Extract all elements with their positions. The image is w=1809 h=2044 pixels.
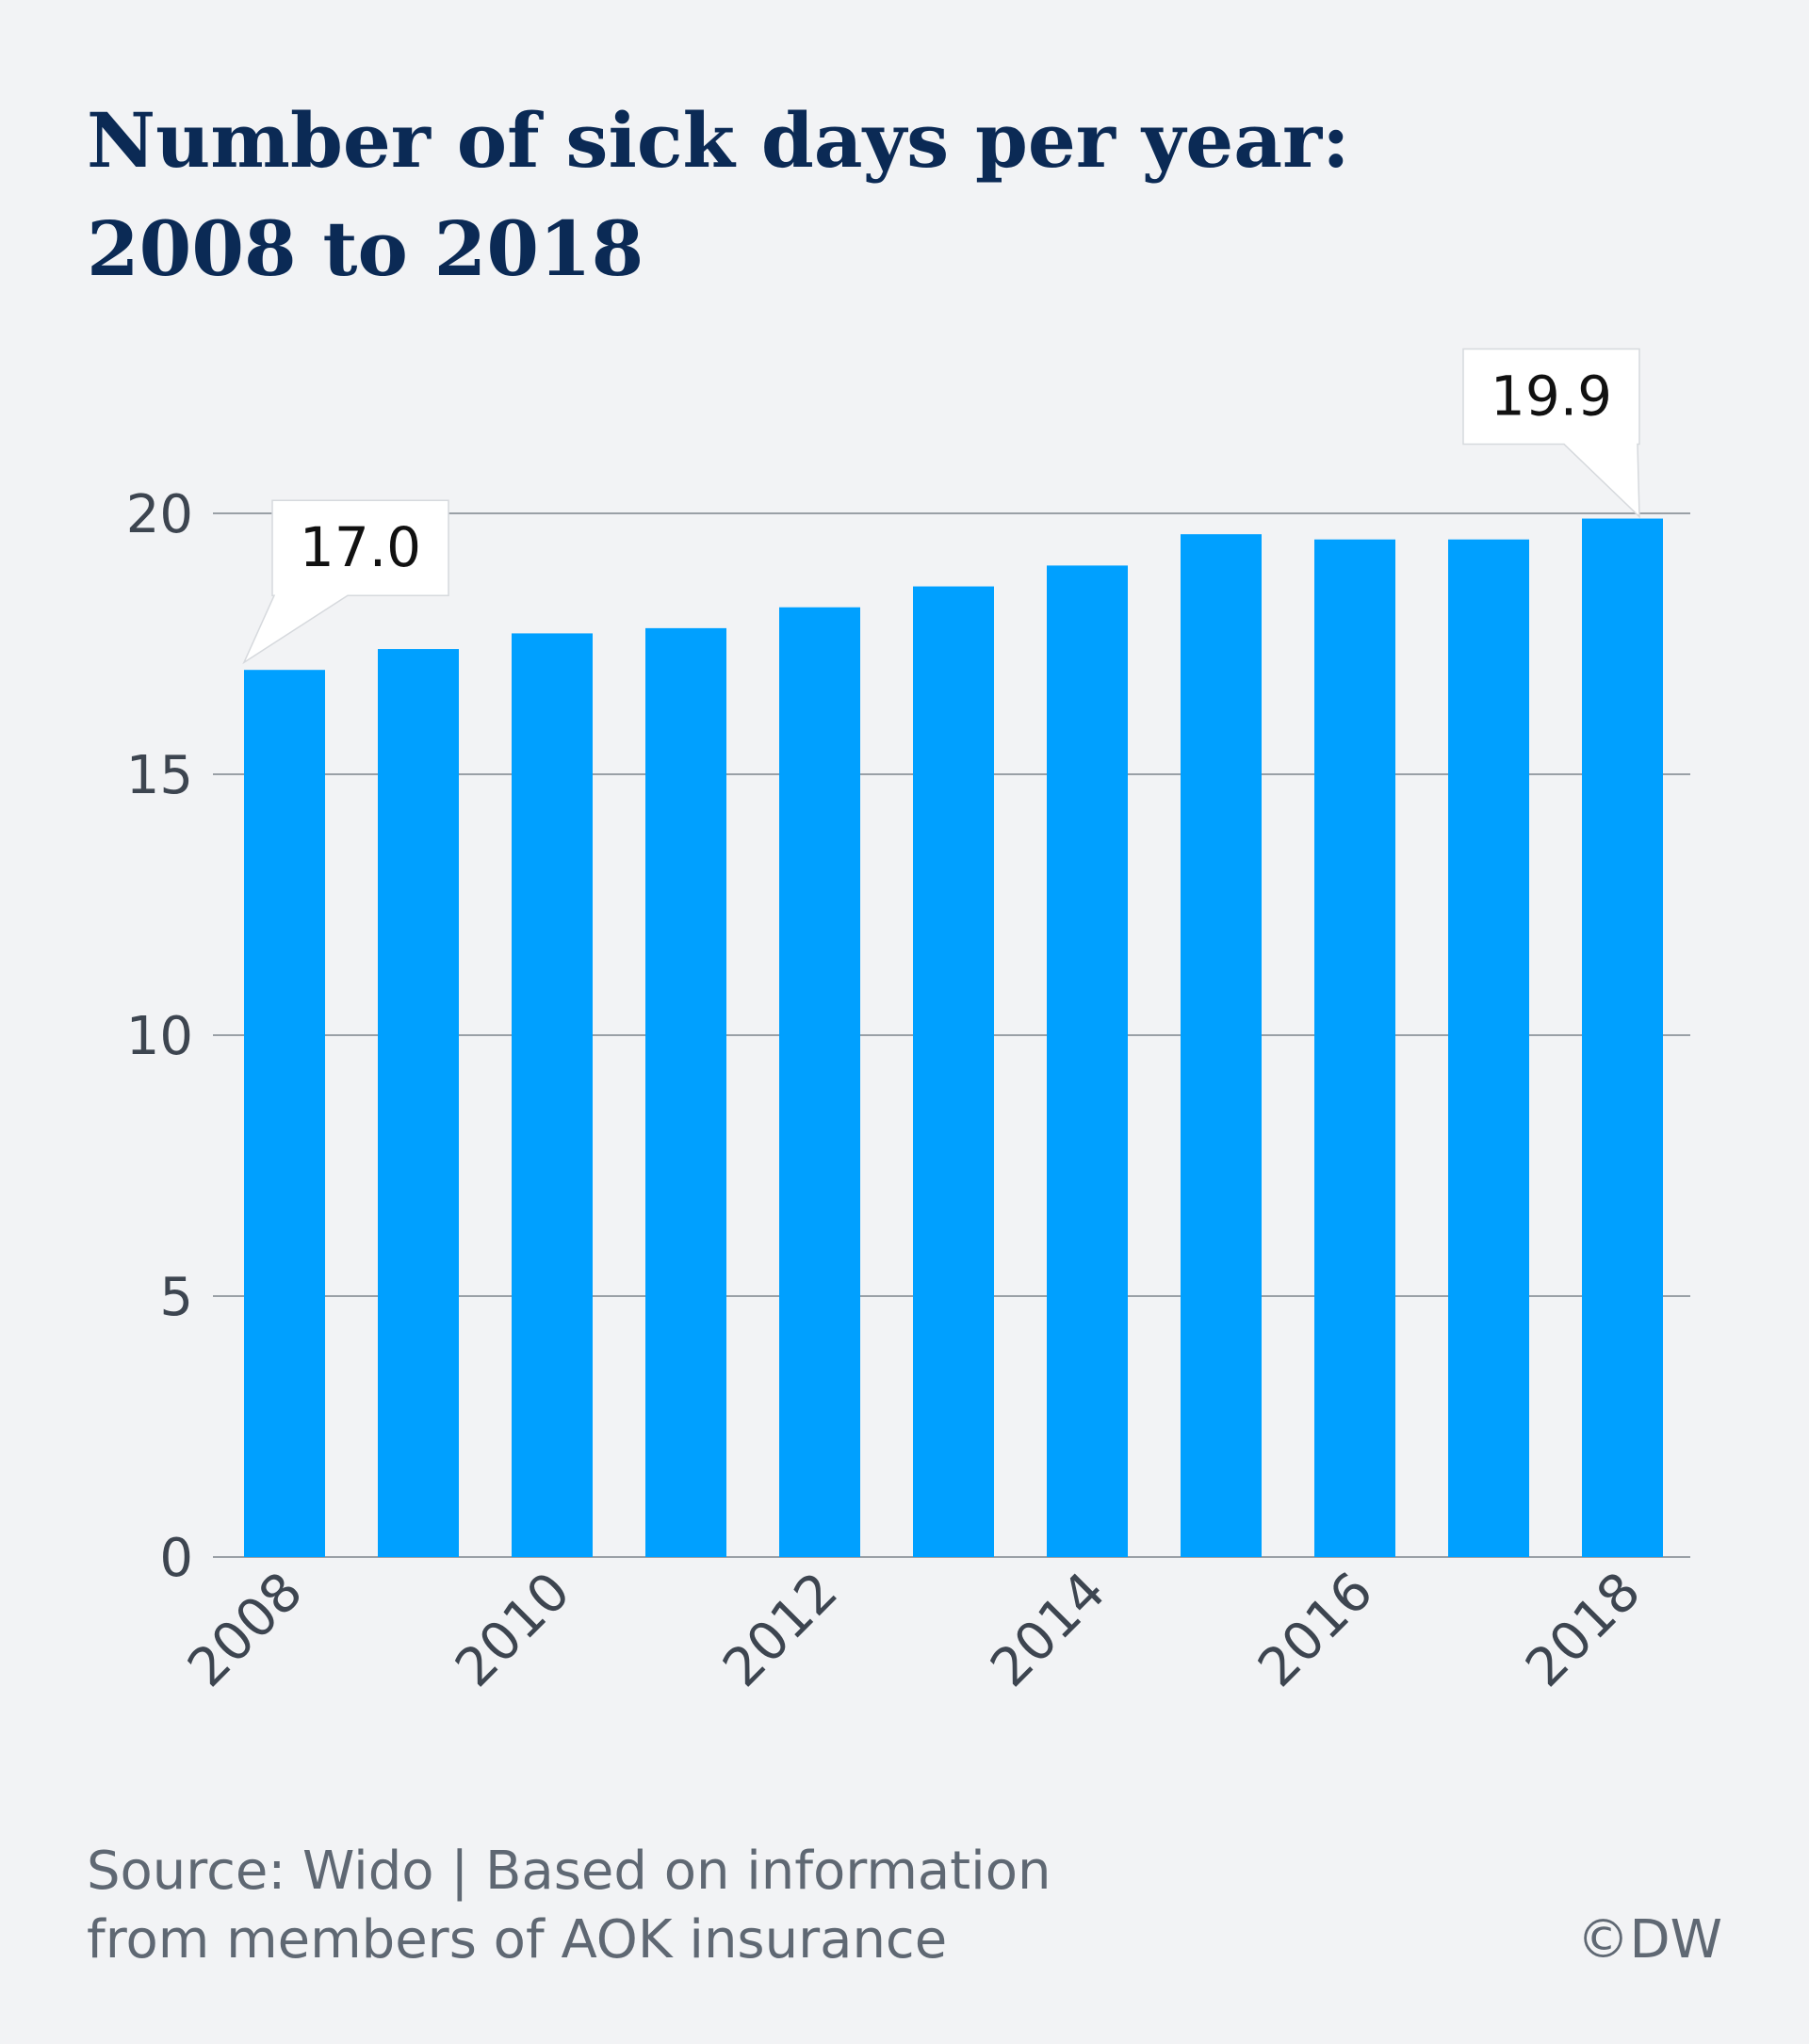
bar-2012	[779, 607, 860, 1557]
callout-label: 17.0	[300, 515, 421, 579]
callout-label: 19.9	[1491, 365, 1612, 429]
x-tick-label: 2008	[176, 1561, 315, 1699]
bar-2017	[1448, 539, 1529, 1558]
x-tick-label: 2016	[1247, 1561, 1385, 1699]
x-tick-label: 2018	[1514, 1561, 1653, 1699]
bar-2015	[1181, 534, 1262, 1558]
y-tick-label: 20	[126, 484, 193, 545]
bar-2013	[913, 586, 994, 1557]
source-line-1: Source: Wido | Based on information	[87, 1841, 1051, 1902]
y-tick-label: 15	[126, 745, 193, 806]
bar-2008	[244, 670, 325, 1557]
x-tick-label: 2014	[979, 1561, 1117, 1699]
y-tick-label: 10	[126, 1006, 193, 1067]
chart-title-line-2: 2008 to 2018	[87, 204, 644, 293]
x-tick-label: 2010	[444, 1561, 582, 1699]
callout-box	[242, 499, 449, 665]
bar-2011	[645, 627, 726, 1557]
y-tick-label: 5	[159, 1267, 193, 1328]
callout-box	[1462, 348, 1640, 519]
bar-2009	[378, 649, 459, 1557]
dw-credit: ©DW	[1576, 1909, 1723, 1971]
source-line-2: from members of AOK insurance	[87, 1909, 948, 1971]
bar-2010	[512, 633, 593, 1557]
source-note: Source: Wido | Based on information from…	[87, 1837, 1051, 1974]
chart-title: Number of sick days per year: 2008 to 20…	[87, 87, 1350, 303]
y-tick-label: 0	[159, 1528, 193, 1589]
x-tick-label: 2012	[711, 1561, 850, 1699]
bar-2014	[1047, 565, 1128, 1557]
bar-2016	[1314, 539, 1395, 1558]
chart-title-line-1: Number of sick days per year:	[87, 96, 1350, 185]
bar-2018	[1582, 518, 1663, 1557]
